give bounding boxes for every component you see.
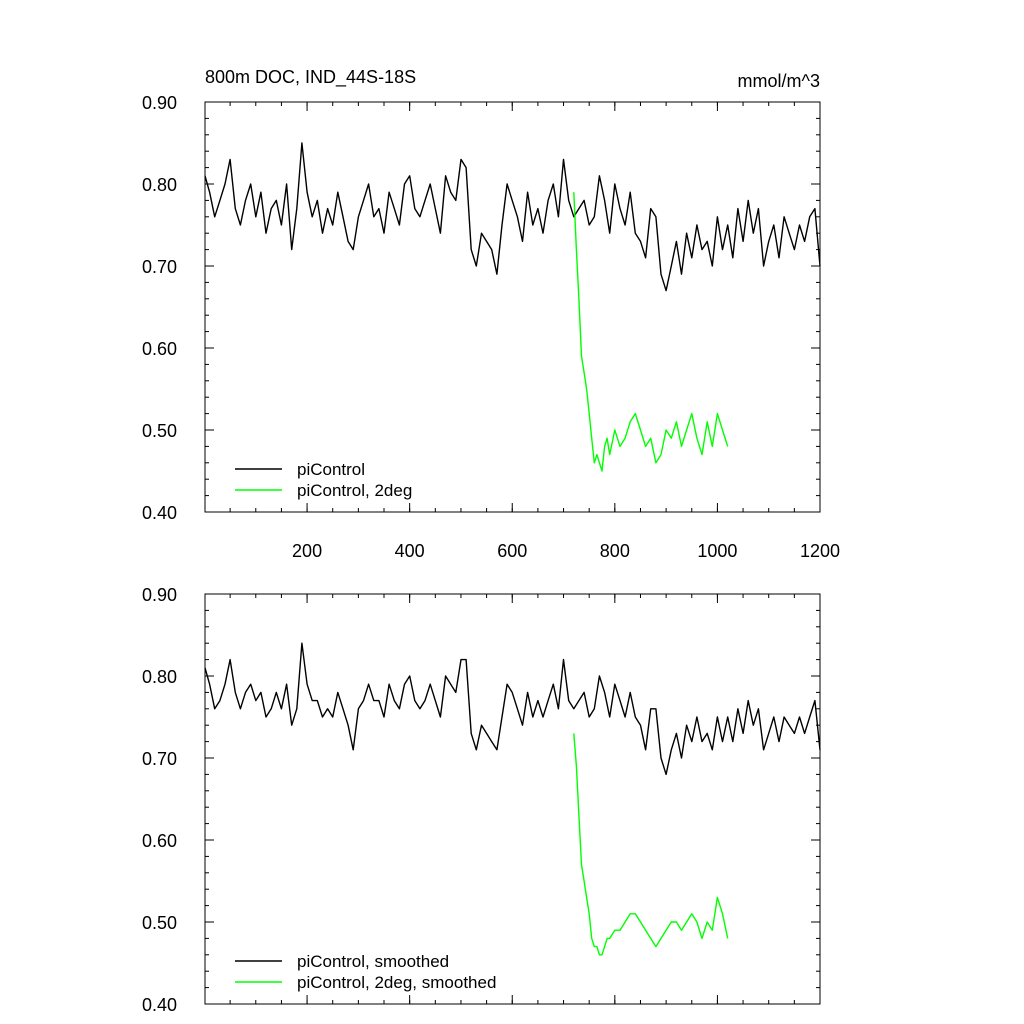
y-tick-label: 0.40 <box>142 995 177 1015</box>
chart-title: 800m DOC, IND_44S-18S <box>205 67 416 88</box>
y-tick-label: 0.90 <box>142 585 177 605</box>
y-tick-labels: 0.40 0.50 0.60 0.70 0.80 0.90 <box>142 585 177 1015</box>
x-tick-label: 1200 <box>800 541 840 561</box>
plot-frame <box>204 593 821 1005</box>
x-tick-label: 600 <box>497 541 527 561</box>
axis-ticks <box>205 101 821 513</box>
x-tick-label: 1000 <box>697 541 737 561</box>
legend: piControl piControl, 2deg <box>235 460 412 500</box>
x-tick-label: 400 <box>395 541 425 561</box>
y-tick-label: 0.50 <box>142 913 177 933</box>
legend-label-2deg-smoothed: piControl, 2deg, smoothed <box>297 973 496 992</box>
series-line-1 <box>573 733 729 956</box>
data-lines <box>204 142 821 472</box>
x-tick-label: 800 <box>600 541 630 561</box>
axis-ticks <box>205 593 821 1005</box>
units-label: mmol/m^3 <box>738 71 820 91</box>
y-tick-label: 0.60 <box>142 831 177 851</box>
series-line-0 <box>204 142 821 292</box>
y-tick-label: 0.40 <box>142 503 177 523</box>
y-tick-label: 0.80 <box>142 175 177 195</box>
bottom-panel: 0.40 0.50 0.60 0.70 0.80 0.90 piControl, smoo… <box>142 585 821 1015</box>
series-line-0 <box>204 642 821 776</box>
y-tick-labels: 0.40 0.50 0.60 0.70 0.80 0.90 <box>142 93 177 523</box>
y-tick-label: 0.60 <box>142 339 177 359</box>
legend-label-picontrol: piControl <box>297 460 365 479</box>
legend-label-smoothed: piControl, smoothed <box>297 952 449 971</box>
y-tick-label: 0.80 <box>142 667 177 687</box>
x-tick-label: 200 <box>292 541 322 561</box>
top-panel: 800m DOC, IND_44S-18S mmol/m^3 0.400.500… <box>142 67 840 561</box>
x-tick-labels: 200 400 600 800 1000 1200 <box>292 541 840 561</box>
data-lines <box>204 642 821 956</box>
legend-label-2deg: piControl, 2deg <box>297 481 412 500</box>
y-tick-label: 0.90 <box>142 93 177 113</box>
legend: piControl, smoothed piControl, 2deg, smo… <box>235 952 496 992</box>
y-tick-label: 0.70 <box>142 749 177 769</box>
plot-frame <box>204 101 821 513</box>
y-tick-label: 0.70 <box>142 257 177 277</box>
y-tick-label: 0.50 <box>142 421 177 441</box>
series-line-1 <box>573 192 729 472</box>
